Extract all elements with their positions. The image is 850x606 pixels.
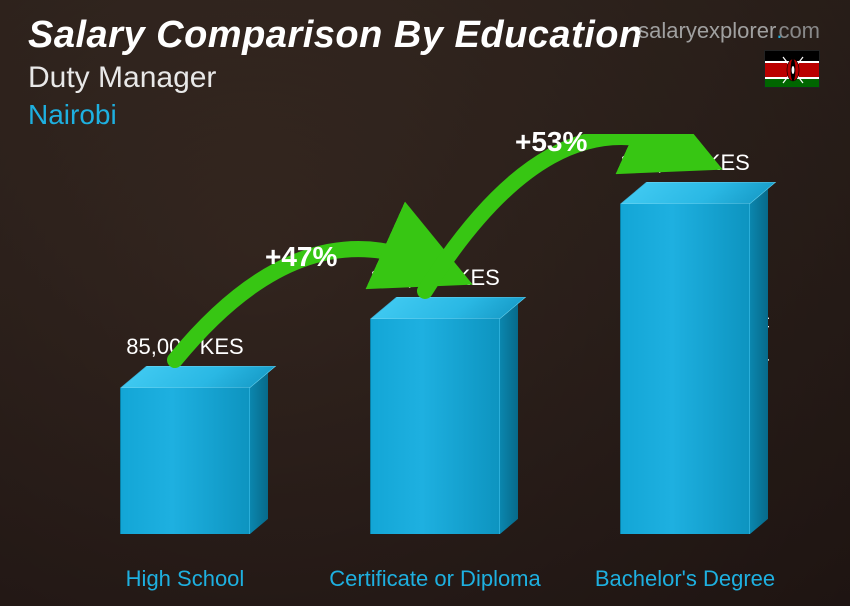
bar-front (620, 204, 750, 534)
increase-pct-label: +47% (265, 241, 337, 273)
brand-tld: com (778, 18, 820, 44)
bar-2: 192,000 KESBachelor's Degree (610, 204, 760, 534)
page-title: Salary Comparison By Education (28, 14, 643, 57)
bar-side (500, 304, 518, 534)
bar-top (120, 366, 276, 388)
brand-name: salaryexplorer (638, 18, 776, 44)
bar-category-label: Certificate or Diploma (325, 566, 545, 592)
bar-value-label: 192,000 KES (585, 150, 785, 176)
bar-category-label: High School (75, 566, 295, 592)
salary-bar-chart: 85,000 KESHigh School 125,000 KESCertific… (80, 134, 780, 534)
bar-front (370, 319, 500, 534)
header: Salary Comparison By Education Duty Mana… (28, 14, 643, 131)
bar-side (250, 373, 268, 534)
bar-top (370, 297, 526, 319)
brand-logo: salaryexplorer.com (638, 18, 820, 44)
bar-top (620, 182, 776, 204)
bar-side (750, 189, 768, 534)
bar-0: 85,000 KESHigh School (110, 388, 260, 534)
bar-front (120, 388, 250, 534)
country-flag-icon (764, 50, 820, 88)
bar-value-label: 125,000 KES (335, 265, 535, 291)
increase-pct-label: +53% (515, 126, 587, 158)
bar-value-label: 85,000 KES (85, 334, 285, 360)
bar-category-label: Bachelor's Degree (575, 566, 795, 592)
job-title: Duty Manager (28, 61, 643, 95)
bar-1: 125,000 KESCertificate or Diploma (360, 319, 510, 534)
